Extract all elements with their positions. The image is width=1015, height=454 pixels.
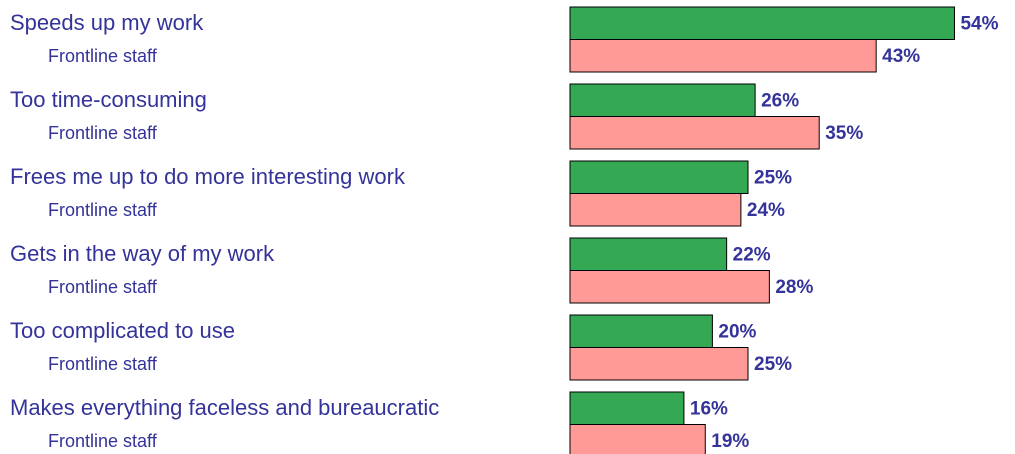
bar [569,83,756,117]
value-label: 19% [711,431,749,452]
bar [569,6,955,40]
bar [569,391,685,425]
value-label: 28% [775,277,813,298]
category-label: Gets in the way of my work [10,241,275,266]
series-label: Frontline staff [48,200,158,220]
value-label: 25% [754,354,792,375]
value-label: 54% [960,13,998,34]
value-label: 22% [733,244,771,265]
value-label: 26% [761,90,799,111]
bar [569,314,713,348]
category-label: Speeds up my work [10,10,204,35]
series-label: Frontline staff [48,431,158,451]
bar [569,193,742,227]
category-label: Too time-consuming [10,87,207,112]
series-label: Frontline staff [48,46,158,66]
series-label: Frontline staff [48,123,158,143]
bar [569,237,728,271]
bar [569,116,820,150]
series-label: Frontline staff [48,354,158,374]
category-label: Frees me up to do more interesting work [10,164,406,189]
value-label: 20% [718,321,756,342]
category-label: Too complicated to use [10,318,235,343]
bar [569,39,877,73]
series-label: Frontline staff [48,277,158,297]
value-label: 25% [754,167,792,188]
category-label: Makes everything faceless and bureaucrat… [10,395,439,420]
value-label: 35% [825,123,863,144]
bar [569,347,749,381]
bar [569,160,749,194]
value-label: 16% [690,398,728,419]
value-label: 43% [882,46,920,67]
value-label: 24% [747,200,785,221]
bar [569,424,706,454]
bar [569,270,770,304]
